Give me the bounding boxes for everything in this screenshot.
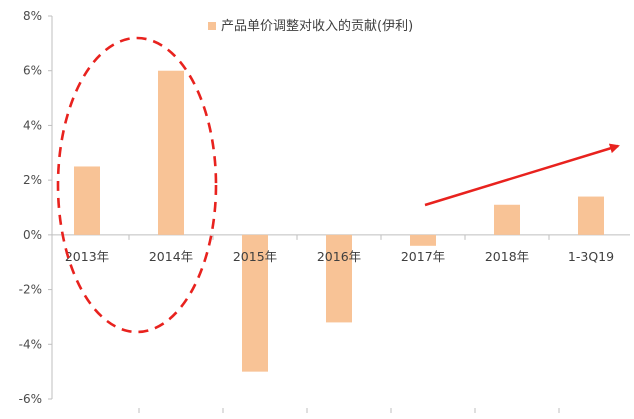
bar-2017年 [410, 234, 436, 246]
bar-2018年 [494, 204, 520, 235]
y-tick-label: 0% [23, 228, 42, 242]
bar-2015年 [242, 234, 268, 372]
y-tick-label: -4% [19, 337, 42, 351]
x-tick-label: 2017年 [401, 249, 445, 264]
bar-2016年 [326, 234, 352, 323]
trend-arrow-annotation [424, 143, 620, 207]
bars-layer [74, 70, 604, 372]
y-tick-label: 2% [23, 173, 42, 187]
legend-label: 产品单价调整对收入的贡献(伊利) [221, 18, 413, 34]
y-tick-label: 8% [23, 9, 42, 23]
dashed-ellipse-annotation [56, 36, 218, 334]
axes-layer [48, 15, 630, 413]
x-tick-label: 1-3Q19 [568, 249, 614, 264]
x-tick-label: 2015年 [233, 249, 277, 264]
labels-layer: -6% -4% -2% 0% 2% 4% 6% 8% 2013年 2014年 2015年 2016年 2… [19, 9, 614, 406]
x-tick-label: 2013年 [65, 249, 109, 264]
legend-swatch [208, 22, 216, 30]
x-tick-label: 2014年 [149, 249, 193, 264]
legend: 产品单价调整对收入的贡献(伊利) [208, 18, 413, 34]
y-tick-label: 6% [23, 64, 42, 78]
bar-1-3Q19 [578, 196, 604, 235]
y-tick-label: -2% [19, 283, 42, 297]
y-tick-label: -6% [19, 392, 42, 406]
x-tick-label: 2018年 [485, 249, 529, 264]
annotations-layer [56, 36, 620, 334]
bar-2013年 [74, 166, 100, 235]
bar-2014年 [158, 70, 184, 235]
y-tick-label: 4% [23, 118, 42, 132]
x-tick-label: 2016年 [317, 249, 361, 264]
